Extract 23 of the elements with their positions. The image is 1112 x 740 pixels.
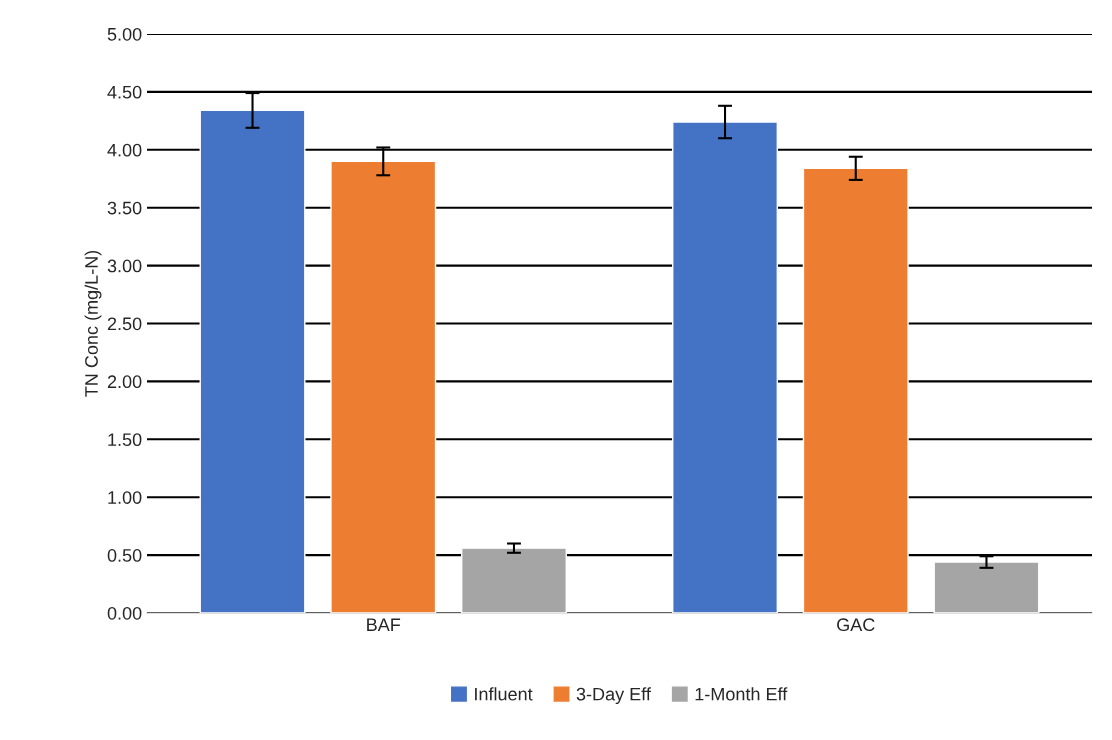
y-axis-title: TN Conc (mg/L-N) <box>84 250 102 397</box>
x-tick-label: GAC <box>837 618 875 632</box>
y-tick-label: 1.00 <box>108 491 142 504</box>
bar <box>933 561 1040 613</box>
legend-label: 1-Month Eff <box>695 687 788 701</box>
y-tick-label: 2.00 <box>107 375 142 389</box>
y-tick-label: 4.50 <box>107 85 142 99</box>
bar <box>199 109 306 613</box>
bar <box>672 121 779 613</box>
legend-label: Influent <box>475 687 533 701</box>
y-tick-label: 2.50 <box>107 317 142 331</box>
x-tick-label: BAF <box>367 618 401 631</box>
bar <box>802 167 909 613</box>
legend-label: 3-Day Eff <box>576 687 651 705</box>
y-tick-label: 3.50 <box>107 201 142 215</box>
y-tick-label: 3.00 <box>107 259 142 273</box>
y-tick-label: 5.00 <box>107 27 142 41</box>
y-tick-label: 0.50 <box>107 549 142 562</box>
bar <box>460 547 567 613</box>
y-tick-label: 4.00 <box>107 143 142 157</box>
bar <box>330 160 437 613</box>
y-tick-label: 0.00 <box>107 606 142 620</box>
y-tick-label: 1.50 <box>108 433 142 447</box>
